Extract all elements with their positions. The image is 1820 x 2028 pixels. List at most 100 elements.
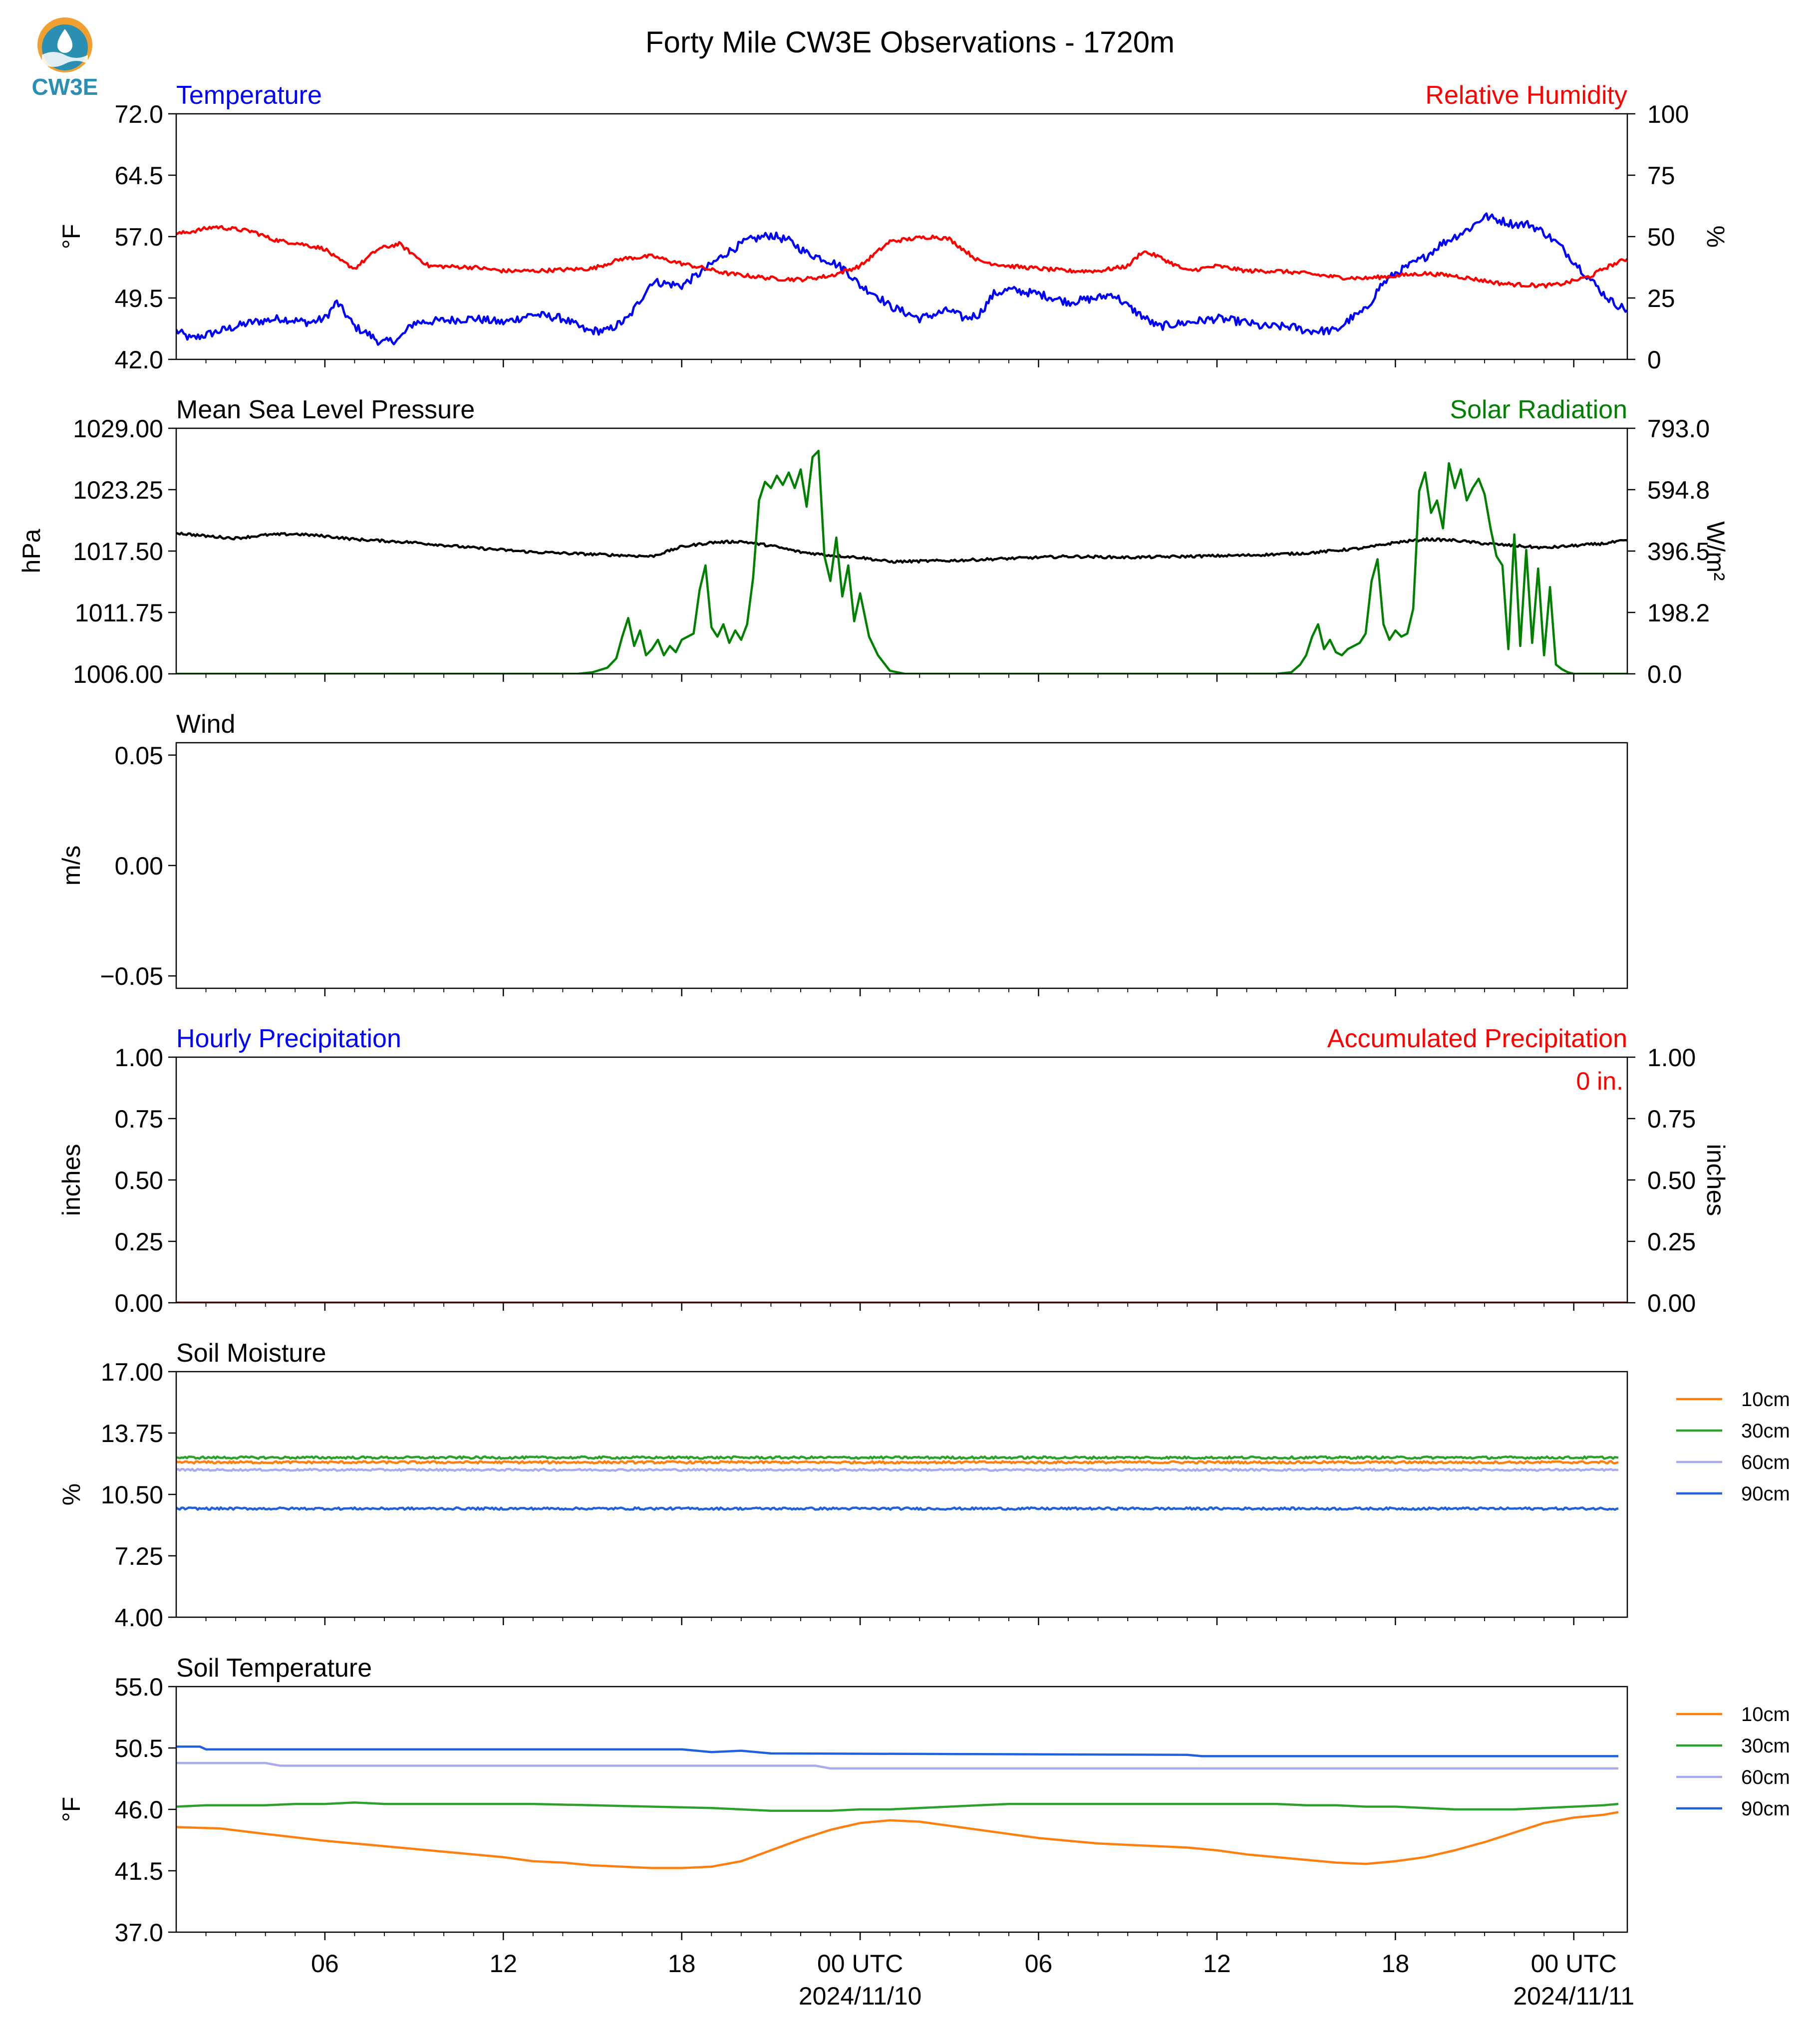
logo-wave-icon [42,52,88,67]
x-tick-label: 00 UTC [1531,1950,1617,1978]
series-group [176,1745,1619,1869]
legend-label: 30cm [1741,1420,1790,1442]
y-tick-label: 42.0 [115,346,163,374]
series-group [176,450,1627,674]
x-tick-label: 12 [489,1950,517,1978]
legend-label: 60cm [1741,1451,1790,1473]
y-right-tick-label: 0 [1647,346,1661,374]
panel-5: 4.00 7.25 10.50 13.75 17.00 Soil Moisture% 10c… [57,1339,1790,1632]
x-tick-date-label: 2024/11/11 [1513,1982,1634,2010]
series-group [176,212,1627,346]
legend-label: 60cm [1741,1766,1790,1788]
series-line-30cm [176,1455,1619,1460]
panel-title-right: Accumulated Precipitation [1327,1024,1627,1053]
y-tick-label: 0.50 [115,1166,163,1194]
panels: 42.0 49.5 57.0 64.5 72.0 0 25 50 75 100 Temperatur… [17,81,1790,2010]
y-tick-label: 57.0 [115,223,163,251]
figure-title: Forty Mile CW3E Observations - 1720m [645,25,1175,59]
y-axis-label: % [57,1483,85,1505]
panel-2: 1006.00 1011.75 1017.50 1023.25 1029.00 0.0 19… [17,395,1730,688]
water-drop-logo-icon [57,29,73,53]
y-right-tick-label: 594.8 [1647,476,1710,504]
panel-title-right: Relative Humidity [1425,81,1627,110]
y-axis-label: m/s [57,846,85,886]
y-right-tick-label: 1.00 [1647,1044,1696,1072]
x-tick-date-label: 2024/11/10 [799,1982,922,2010]
x-tick-label: 00 UTC [817,1950,903,1978]
y-axis-label: °F [57,1797,85,1822]
legend-label: 30cm [1741,1735,1790,1757]
y-tick-label: 50.5 [115,1735,163,1762]
y-tick-label: 0.25 [115,1228,163,1256]
y-right-tick-label: 100 [1647,100,1689,128]
series-line-right [176,225,1627,289]
x-tick-label: 12 [1203,1950,1231,1978]
panel-3: −0.05 0.00 0.05 Wind m/s [57,710,1628,996]
series-line-60cm [176,1467,1619,1472]
y-tick-label: 41.5 [115,1857,163,1885]
series-line-left [176,532,1627,564]
panel-title-left: Temperature [176,81,322,110]
series-line-30cm [176,1801,1619,1812]
y-tick-label: 0.00 [115,1289,163,1317]
y-tick-label: 1023.25 [73,476,163,504]
y-tick-label: 1029.00 [73,415,163,443]
x-tick-label: 06 [311,1950,339,1978]
y-right-tick-label: 0.25 [1647,1228,1696,1256]
x-tick-label: 18 [1382,1950,1410,1978]
legend-label: 90cm [1741,1483,1790,1505]
panel-title-left: Hourly Precipitation [176,1024,401,1053]
y-axis-label-right: inches [1702,1144,1730,1216]
panel-title-left: Soil Moisture [176,1339,326,1368]
legend-label: 10cm [1741,1704,1790,1726]
panel-1: 42.0 49.5 57.0 64.5 72.0 0 25 50 75 100 Temperatur… [57,81,1730,374]
panel-4: 0.00 0.25 0.50 0.75 1.00 0.00 0.25 0.50 0.75 1.00… [57,1024,1730,1317]
y-axis-label: inches [57,1144,85,1216]
panel-title-left: Mean Sea Level Pressure [176,395,475,424]
panel-title-right: Solar Radiation [1450,395,1627,424]
series-line-60cm [176,1761,1619,1770]
y-axis-label-right: W/m² [1702,521,1730,580]
y-tick-label: 17.00 [101,1358,163,1386]
y-tick-label: 37.0 [115,1919,163,1947]
y-tick-label: −0.05 [100,962,163,990]
y-right-tick-label: 793.0 [1647,415,1710,443]
series-line-10cm [176,1811,1619,1869]
series-line-right [176,450,1627,674]
y-tick-label: 64.5 [115,162,163,190]
y-axis-label-right: % [1702,226,1730,248]
logo-text: CW3E [32,74,98,100]
y-right-tick-label: 50 [1647,223,1675,251]
y-tick-label: 1006.00 [73,660,163,688]
series-line-90cm [176,1506,1619,1511]
series-line-left [176,212,1627,346]
y-tick-label: 0.05 [115,742,163,770]
y-right-tick-label: 198.2 [1647,599,1710,627]
y-tick-label: 0.00 [115,852,163,880]
y-right-tick-label: 396.5 [1647,538,1710,566]
y-tick-label: 46.0 [115,1796,163,1824]
y-right-tick-label: 25 [1647,285,1675,312]
y-right-tick-label: 75 [1647,162,1675,190]
cw3e-logo: CW3E [32,17,98,100]
y-tick-label: 1.00 [115,1044,163,1072]
y-right-tick-label: 0.00 [1647,1289,1696,1317]
legend-label: 10cm [1741,1389,1790,1411]
y-tick-label: 1017.50 [73,538,163,566]
y-tick-label: 7.25 [115,1542,163,1570]
x-tick-label: 18 [668,1950,696,1978]
y-right-tick-label: 0.0 [1647,660,1682,688]
series-line-90cm [176,1745,1619,1757]
y-tick-label: 10.50 [101,1481,163,1509]
y-tick-label: 0.75 [115,1105,163,1133]
y-tick-label: 55.0 [115,1673,163,1701]
y-right-tick-label: 0.50 [1647,1166,1696,1194]
y-tick-label: 72.0 [115,100,163,128]
y-tick-label: 4.00 [115,1604,163,1632]
panel-title-left: Soil Temperature [176,1654,372,1683]
y-right-tick-label: 0.75 [1647,1105,1696,1133]
series-line-10cm [176,1460,1619,1465]
accumulated-total-label: 0 in. [1576,1067,1623,1095]
